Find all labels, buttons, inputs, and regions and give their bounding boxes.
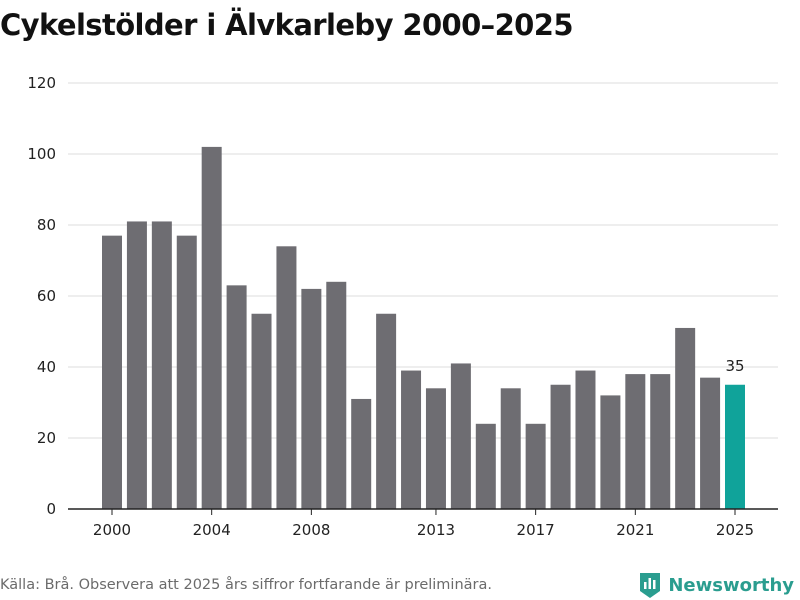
bar-2020 bbox=[600, 395, 621, 509]
bar-2019 bbox=[575, 370, 596, 509]
chart-title: Cykelstölder i Älvkarleby 2000–2025 bbox=[0, 8, 574, 42]
bar-2017 bbox=[525, 423, 546, 509]
x-axis: 2000 2004 2008 2013 2017 2021 2025 bbox=[68, 508, 778, 539]
newsworthy-logo-icon bbox=[640, 573, 661, 598]
y-tick-label: 120 bbox=[27, 74, 56, 92]
bar-2011 bbox=[376, 313, 397, 509]
y-axis: 0 20 40 60 80 100 120 bbox=[27, 74, 56, 518]
bar-2023 bbox=[675, 327, 696, 509]
bar-2016 bbox=[500, 388, 521, 509]
bar-2010 bbox=[351, 398, 372, 509]
y-tick-label: 20 bbox=[37, 429, 56, 447]
bar-2000 bbox=[102, 235, 122, 509]
x-tick-label: 2021 bbox=[616, 521, 654, 539]
bar-2006 bbox=[251, 313, 272, 509]
x-tick-label: 2017 bbox=[517, 521, 555, 539]
bar-2004 bbox=[201, 146, 222, 509]
x-tick-label: 2025 bbox=[716, 521, 754, 539]
data-labels: 35 bbox=[725, 357, 744, 375]
bar-2025 bbox=[725, 384, 745, 509]
x-tick-label: 2000 bbox=[93, 521, 131, 539]
bar-2024 bbox=[700, 377, 721, 509]
y-tick-label: 80 bbox=[37, 216, 56, 234]
brand-name: Newsworthy bbox=[668, 574, 794, 596]
bar-2007 bbox=[276, 246, 297, 510]
bar-2018 bbox=[550, 384, 571, 509]
bar-2002 bbox=[151, 221, 172, 509]
bar-2001 bbox=[126, 221, 147, 509]
bar-2015 bbox=[475, 423, 496, 509]
bar-2009 bbox=[326, 281, 347, 509]
x-tick-label: 2008 bbox=[292, 521, 330, 539]
bar-2013 bbox=[425, 388, 446, 509]
y-tick-label: 60 bbox=[37, 287, 56, 305]
y-tick-label: 0 bbox=[46, 500, 56, 518]
bar-2008 bbox=[301, 288, 322, 509]
gridlines bbox=[68, 82, 778, 439]
x-tick-label: 2004 bbox=[193, 521, 231, 539]
x-tick-label: 2013 bbox=[417, 521, 455, 539]
brand-logo: Newsworthy bbox=[638, 571, 794, 599]
bar-chart: 0 20 40 60 80 100 120 2000 2004 2008 2013 2017 2021… bbox=[27, 74, 778, 539]
source-note: Källa: Brå. Observera att 2025 års siffr… bbox=[0, 577, 492, 593]
y-tick-label: 40 bbox=[37, 358, 56, 376]
bar-2012 bbox=[401, 370, 422, 509]
data-label-2025: 35 bbox=[725, 357, 744, 375]
bars bbox=[102, 146, 745, 510]
bar-2005 bbox=[226, 285, 247, 509]
bar-2022 bbox=[650, 374, 671, 509]
y-tick-label: 100 bbox=[27, 145, 56, 163]
bar-2021 bbox=[625, 374, 646, 509]
bar-2014 bbox=[450, 363, 471, 509]
bar-2003 bbox=[176, 235, 197, 509]
